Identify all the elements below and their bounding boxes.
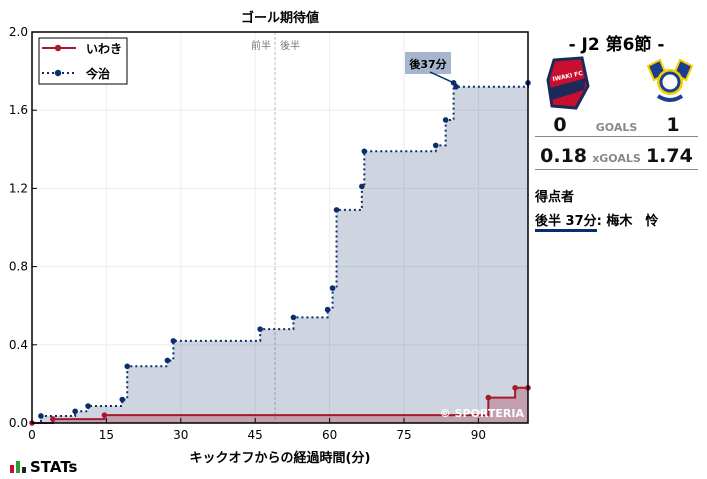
y-tick-label: 2.0 [9,25,28,39]
scorer-time: 後半 37分 [535,214,597,232]
data-point [485,394,492,401]
iwaki-logo: IWAKI FC [546,56,590,110]
away-xg: 1.74 [645,145,693,167]
scorer-item: 後半 37分: 梅木 怜 [535,210,698,232]
home-goals: 0 [553,114,567,136]
data-point [119,396,126,403]
watermark: © SPORTERIA [440,407,525,420]
x-tick-label: 90 [471,428,486,442]
x-axis-label: キックオフからの経過時間(分) [190,450,371,466]
data-point [290,314,297,321]
legend-box [38,37,128,85]
legend-label: いわき [86,42,122,56]
data-point [329,285,336,291]
data-point [85,403,91,409]
data-point [453,83,459,90]
halftime-label-first: 前半 [251,39,271,52]
y-tick-label: 0.4 [9,338,28,352]
y-tick-label: 1.2 [9,181,28,195]
x-tick-label: 60 [322,428,337,442]
data-point [442,117,449,123]
annotation-arrow [429,71,454,84]
series-area [32,82,528,423]
series-line [32,81,529,424]
annotation-box [405,52,451,74]
x-tick-label: 30 [173,428,188,442]
y-tick-label: 0.8 [9,260,28,274]
data-point [38,413,44,419]
x-tick-label: 0 [28,428,36,442]
data-point [333,207,340,213]
imabari-logo [646,58,694,102]
data-point [324,306,331,313]
halftime-label-second: 後半 [280,39,300,52]
data-point [164,357,171,364]
chart-title: ゴール期待値 [241,10,319,26]
x-tick-label: 15 [99,428,114,442]
home-xg: 0.18 [540,145,588,167]
xg-label: xGOALS [592,152,641,165]
legend-label: 今治 [85,66,110,81]
data-point [257,326,263,332]
legend-marker [54,44,62,52]
data-point [50,416,56,422]
brand-text: STATs [30,458,78,476]
stats-logo: STATs [10,458,77,476]
bars-icon [10,461,26,473]
scorer-name: : 梅木 怜 [596,214,659,229]
data-point [72,408,78,415]
data-point [512,385,518,391]
goals-row: 0 GOALS 1 [535,114,698,137]
data-point [361,148,368,155]
data-point [101,412,108,418]
x-tick-label: 75 [396,428,411,442]
match-title: - J2 第6節 - [568,35,665,55]
away-goals: 1 [666,114,680,136]
scorers-heading: 得点者 [535,190,575,205]
xg-row: 0.18 xGOALS 1.74 [535,145,698,170]
y-tick-label: 0.0 [9,416,28,430]
annotation-label: 後37分 [409,57,446,71]
data-point [124,363,131,370]
goals-label: GOALS [595,121,638,134]
data-point [359,183,365,190]
legend-marker [54,69,62,77]
plot-frame [31,31,529,424]
data-point [170,338,177,344]
x-tick-label: 45 [248,428,263,442]
y-tick-label: 1.6 [9,103,28,117]
data-point [432,142,439,149]
